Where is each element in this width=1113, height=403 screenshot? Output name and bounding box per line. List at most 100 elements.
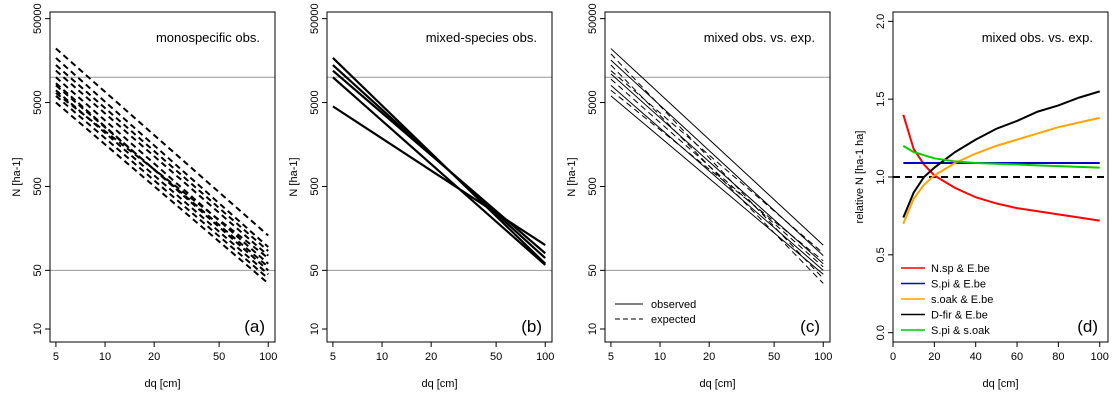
y-tick-label: 1.5 bbox=[875, 92, 887, 107]
x-tick-label: 80 bbox=[1052, 351, 1064, 363]
y-tick-label: 5000 bbox=[309, 90, 321, 114]
series-line-4 bbox=[332, 76, 546, 266]
series-line-2 bbox=[610, 59, 824, 256]
x-tick-label: 100 bbox=[1091, 351, 1109, 363]
y-tick-label: 50 bbox=[587, 264, 599, 276]
series-line-1 bbox=[902, 114, 1100, 222]
series-line-3 bbox=[332, 69, 546, 255]
legend-label: S.pi & s.oak bbox=[931, 325, 990, 337]
series-line-8 bbox=[610, 78, 824, 268]
y-tick-label: 0.5 bbox=[875, 247, 887, 262]
y-tick-label: 5000 bbox=[587, 90, 599, 114]
x-tick-label: 50 bbox=[490, 351, 502, 363]
y-tick-label: 50000 bbox=[309, 3, 321, 34]
legend-label: s.oak & E.be bbox=[931, 294, 993, 306]
series-line-4 bbox=[610, 85, 824, 271]
panel-d: 0 20 40 60 80 100 0.0 0.5 1.0 1.5 2.0 dq [cm] relati… bbox=[854, 11, 1109, 390]
panel-c: 5 10 20 50 100 10 50 500 5000 50000 dq [cm] N [ha-1… bbox=[566, 3, 832, 390]
y-tick-label: 10 bbox=[587, 323, 599, 335]
x-tick-label: 10 bbox=[654, 351, 666, 363]
y-tick-label: 50000 bbox=[587, 3, 599, 34]
panel-title: monospecific obs. bbox=[156, 30, 260, 45]
series-line-10 bbox=[55, 92, 269, 259]
y-axis-label: N [ha-1] bbox=[288, 157, 300, 196]
y-tick-label: 50000 bbox=[32, 3, 44, 34]
x-tick-label: 5 bbox=[53, 351, 59, 363]
panel-title: mixed-species obs. bbox=[426, 30, 537, 45]
panel-label: (d) bbox=[1077, 317, 1098, 336]
panel-label: (a) bbox=[244, 317, 265, 336]
y-tick-label: 500 bbox=[309, 177, 321, 195]
x-tick-label: 5 bbox=[608, 351, 614, 363]
series-line-3 bbox=[610, 73, 824, 265]
y-tick-label: 10 bbox=[32, 323, 44, 335]
x-tick-label: 20 bbox=[928, 351, 940, 363]
legend-label: S.pi & E.be bbox=[931, 279, 986, 291]
x-tick-label: 100 bbox=[536, 351, 554, 363]
series-line-3 bbox=[55, 64, 269, 252]
series-line-9 bbox=[55, 101, 269, 285]
series-group bbox=[55, 47, 269, 285]
x-tick-label: 0 bbox=[890, 351, 896, 363]
y-axis-label: relative N [ha-1 ha] bbox=[854, 131, 866, 224]
series-line-11 bbox=[55, 84, 269, 268]
series-line-5 bbox=[902, 145, 1100, 169]
x-tick-label: 60 bbox=[1011, 351, 1023, 363]
y-tick-label: 0.0 bbox=[875, 325, 887, 340]
legend-label: N.sp & E.be bbox=[931, 263, 990, 275]
y-tick-label: 50 bbox=[32, 264, 44, 276]
y-axis-label: N [ha-1] bbox=[11, 157, 23, 196]
y-tick-label: 1.0 bbox=[875, 169, 887, 184]
legend-label: D-fir & E.be bbox=[931, 310, 988, 322]
x-tick-label: 10 bbox=[99, 351, 111, 363]
series-line-5 bbox=[332, 105, 546, 247]
panel-a: 5 10 20 50 100 10 50 500 5000 50000 dq [cm] N [ha-1… bbox=[11, 3, 277, 390]
panel-title: mixed obs. vs. exp. bbox=[982, 30, 1093, 45]
x-tick-label: 20 bbox=[425, 351, 437, 363]
series-line-9 bbox=[610, 89, 824, 262]
x-tick-label: 40 bbox=[970, 351, 982, 363]
x-tick-label: 100 bbox=[814, 351, 832, 363]
x-tick-label: 5 bbox=[330, 351, 336, 363]
y-tick-label: 10 bbox=[309, 323, 321, 335]
series-line-5 bbox=[55, 76, 269, 265]
series-line-7 bbox=[610, 64, 824, 284]
series-line-6 bbox=[610, 53, 824, 279]
y-tick-label: 5000 bbox=[32, 90, 44, 114]
x-tick-label: 100 bbox=[259, 351, 277, 363]
y-axis-label: N [ha-1] bbox=[566, 157, 578, 196]
panel-b: 5 10 20 50 100 10 50 500 5000 50000 dq [cm] N [ha-1… bbox=[288, 3, 554, 390]
x-tick-label: 50 bbox=[768, 351, 780, 363]
series-group bbox=[610, 48, 824, 284]
series-line-4 bbox=[55, 69, 269, 257]
series-group bbox=[332, 57, 547, 266]
panel-frame bbox=[604, 11, 831, 343]
series-line-4 bbox=[902, 90, 1101, 218]
x-tick-label: 10 bbox=[376, 351, 388, 363]
x-tick-label: 20 bbox=[703, 351, 715, 363]
panel-frame bbox=[326, 11, 553, 343]
panel-title: mixed obs. vs. exp. bbox=[704, 30, 815, 45]
x-tick-label: 20 bbox=[148, 351, 160, 363]
panel-label: (c) bbox=[800, 317, 820, 336]
series-line-7 bbox=[55, 89, 269, 275]
series-line-1 bbox=[55, 47, 269, 237]
x-axis-label: dq [cm] bbox=[144, 378, 180, 390]
y-tick-label: 500 bbox=[587, 177, 599, 195]
series-line-1 bbox=[610, 48, 824, 246]
x-axis-label: dq [cm] bbox=[982, 378, 1018, 390]
series-group bbox=[902, 90, 1101, 225]
legend-label: observed bbox=[651, 299, 696, 311]
panel-label: (b) bbox=[521, 317, 542, 336]
series-line-10 bbox=[610, 70, 824, 254]
y-tick-label: 500 bbox=[32, 177, 44, 195]
x-tick-label: 50 bbox=[213, 351, 225, 363]
x-axis-label: dq [cm] bbox=[699, 378, 735, 390]
series-line-2 bbox=[55, 57, 269, 248]
y-tick-label: 50 bbox=[309, 264, 321, 276]
legend-label: expected bbox=[651, 314, 696, 326]
x-axis-label: dq [cm] bbox=[421, 378, 457, 390]
series-line-3 bbox=[902, 116, 1100, 225]
panel-frame bbox=[49, 11, 276, 343]
